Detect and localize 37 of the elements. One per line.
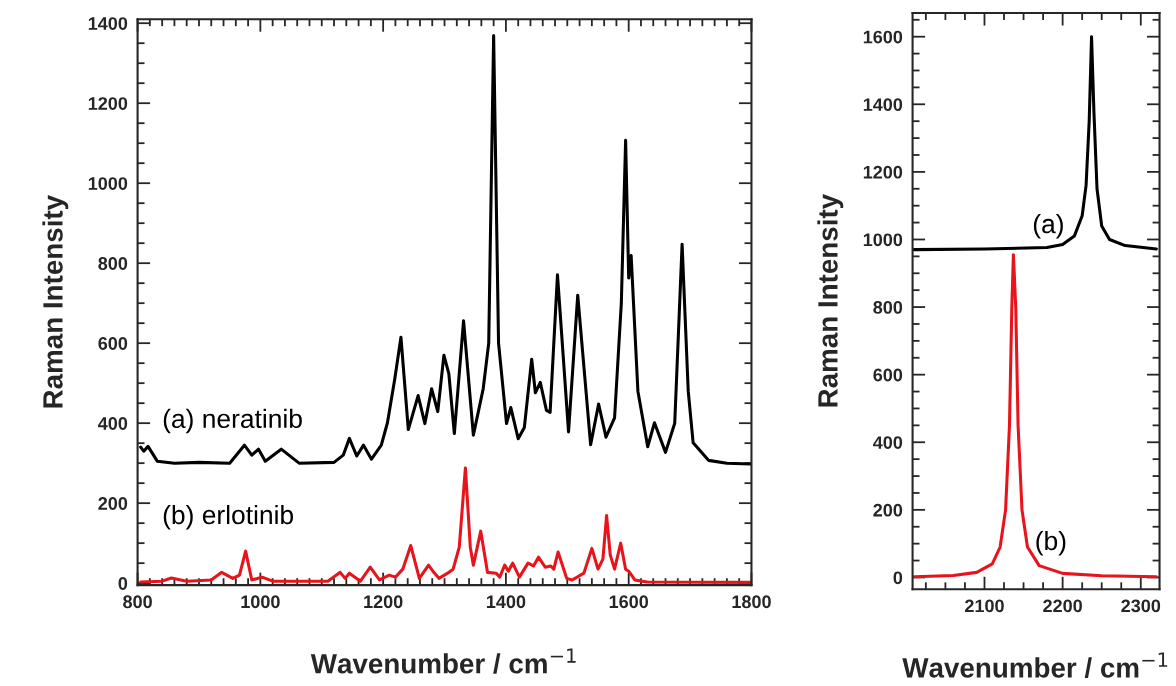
x-tick-label: 1000: [241, 595, 280, 609]
y-tick-label: 1200: [88, 97, 128, 110]
y-tick-label: 1000: [863, 233, 903, 247]
y-tick-label: 800: [873, 301, 903, 314]
y-tick-label: 0: [118, 577, 128, 590]
series-label: (a): [1033, 213, 1063, 239]
series-label: (b) erlotinib: [163, 504, 294, 530]
y-tick-label: 600: [98, 337, 128, 350]
line-series: [912, 253, 1158, 579]
line-series: [139, 34, 752, 466]
y-tick-label: 400: [98, 417, 128, 430]
y-tick-label: 1400: [863, 98, 903, 112]
y-tick-label: 200: [873, 503, 903, 517]
x-tick-label: 2300: [1121, 599, 1161, 613]
y-tick-label: 400: [873, 436, 903, 449]
x-tick-label: 800: [123, 595, 152, 609]
y-tick-label: 800: [98, 257, 128, 270]
x-axis-title: Wavenumber / cm$^{−1}$: [902, 652, 1168, 678]
x-tick-label: 1600: [609, 595, 649, 609]
line-series: [912, 35, 1158, 252]
x-tick-label: 2100: [965, 599, 1004, 613]
x-tick-label: 2200: [1043, 599, 1082, 613]
y-tick-label: 1200: [863, 165, 903, 179]
y-axis-title: Raman Intensity: [42, 195, 69, 408]
y-tick-label: 1400: [88, 17, 128, 30]
series-label: (b): [1036, 530, 1066, 556]
y-tick-label: 1600: [863, 30, 903, 44]
y-tick-label: 1000: [88, 177, 128, 190]
x-axis-title: Wavenumber / cm$^{−1}$: [310, 648, 576, 674]
series-label: (a) neratinib: [163, 408, 302, 434]
x-tick-label: 1200: [364, 595, 403, 609]
y-tick-label: 200: [98, 497, 128, 510]
y-tick-label: 0: [893, 571, 903, 585]
x-tick-label: 1400: [486, 595, 526, 609]
y-axis-title: Raman Intensity: [817, 194, 844, 407]
y-tick-label: 600: [873, 368, 903, 382]
x-tick-label: 1800: [732, 595, 771, 609]
